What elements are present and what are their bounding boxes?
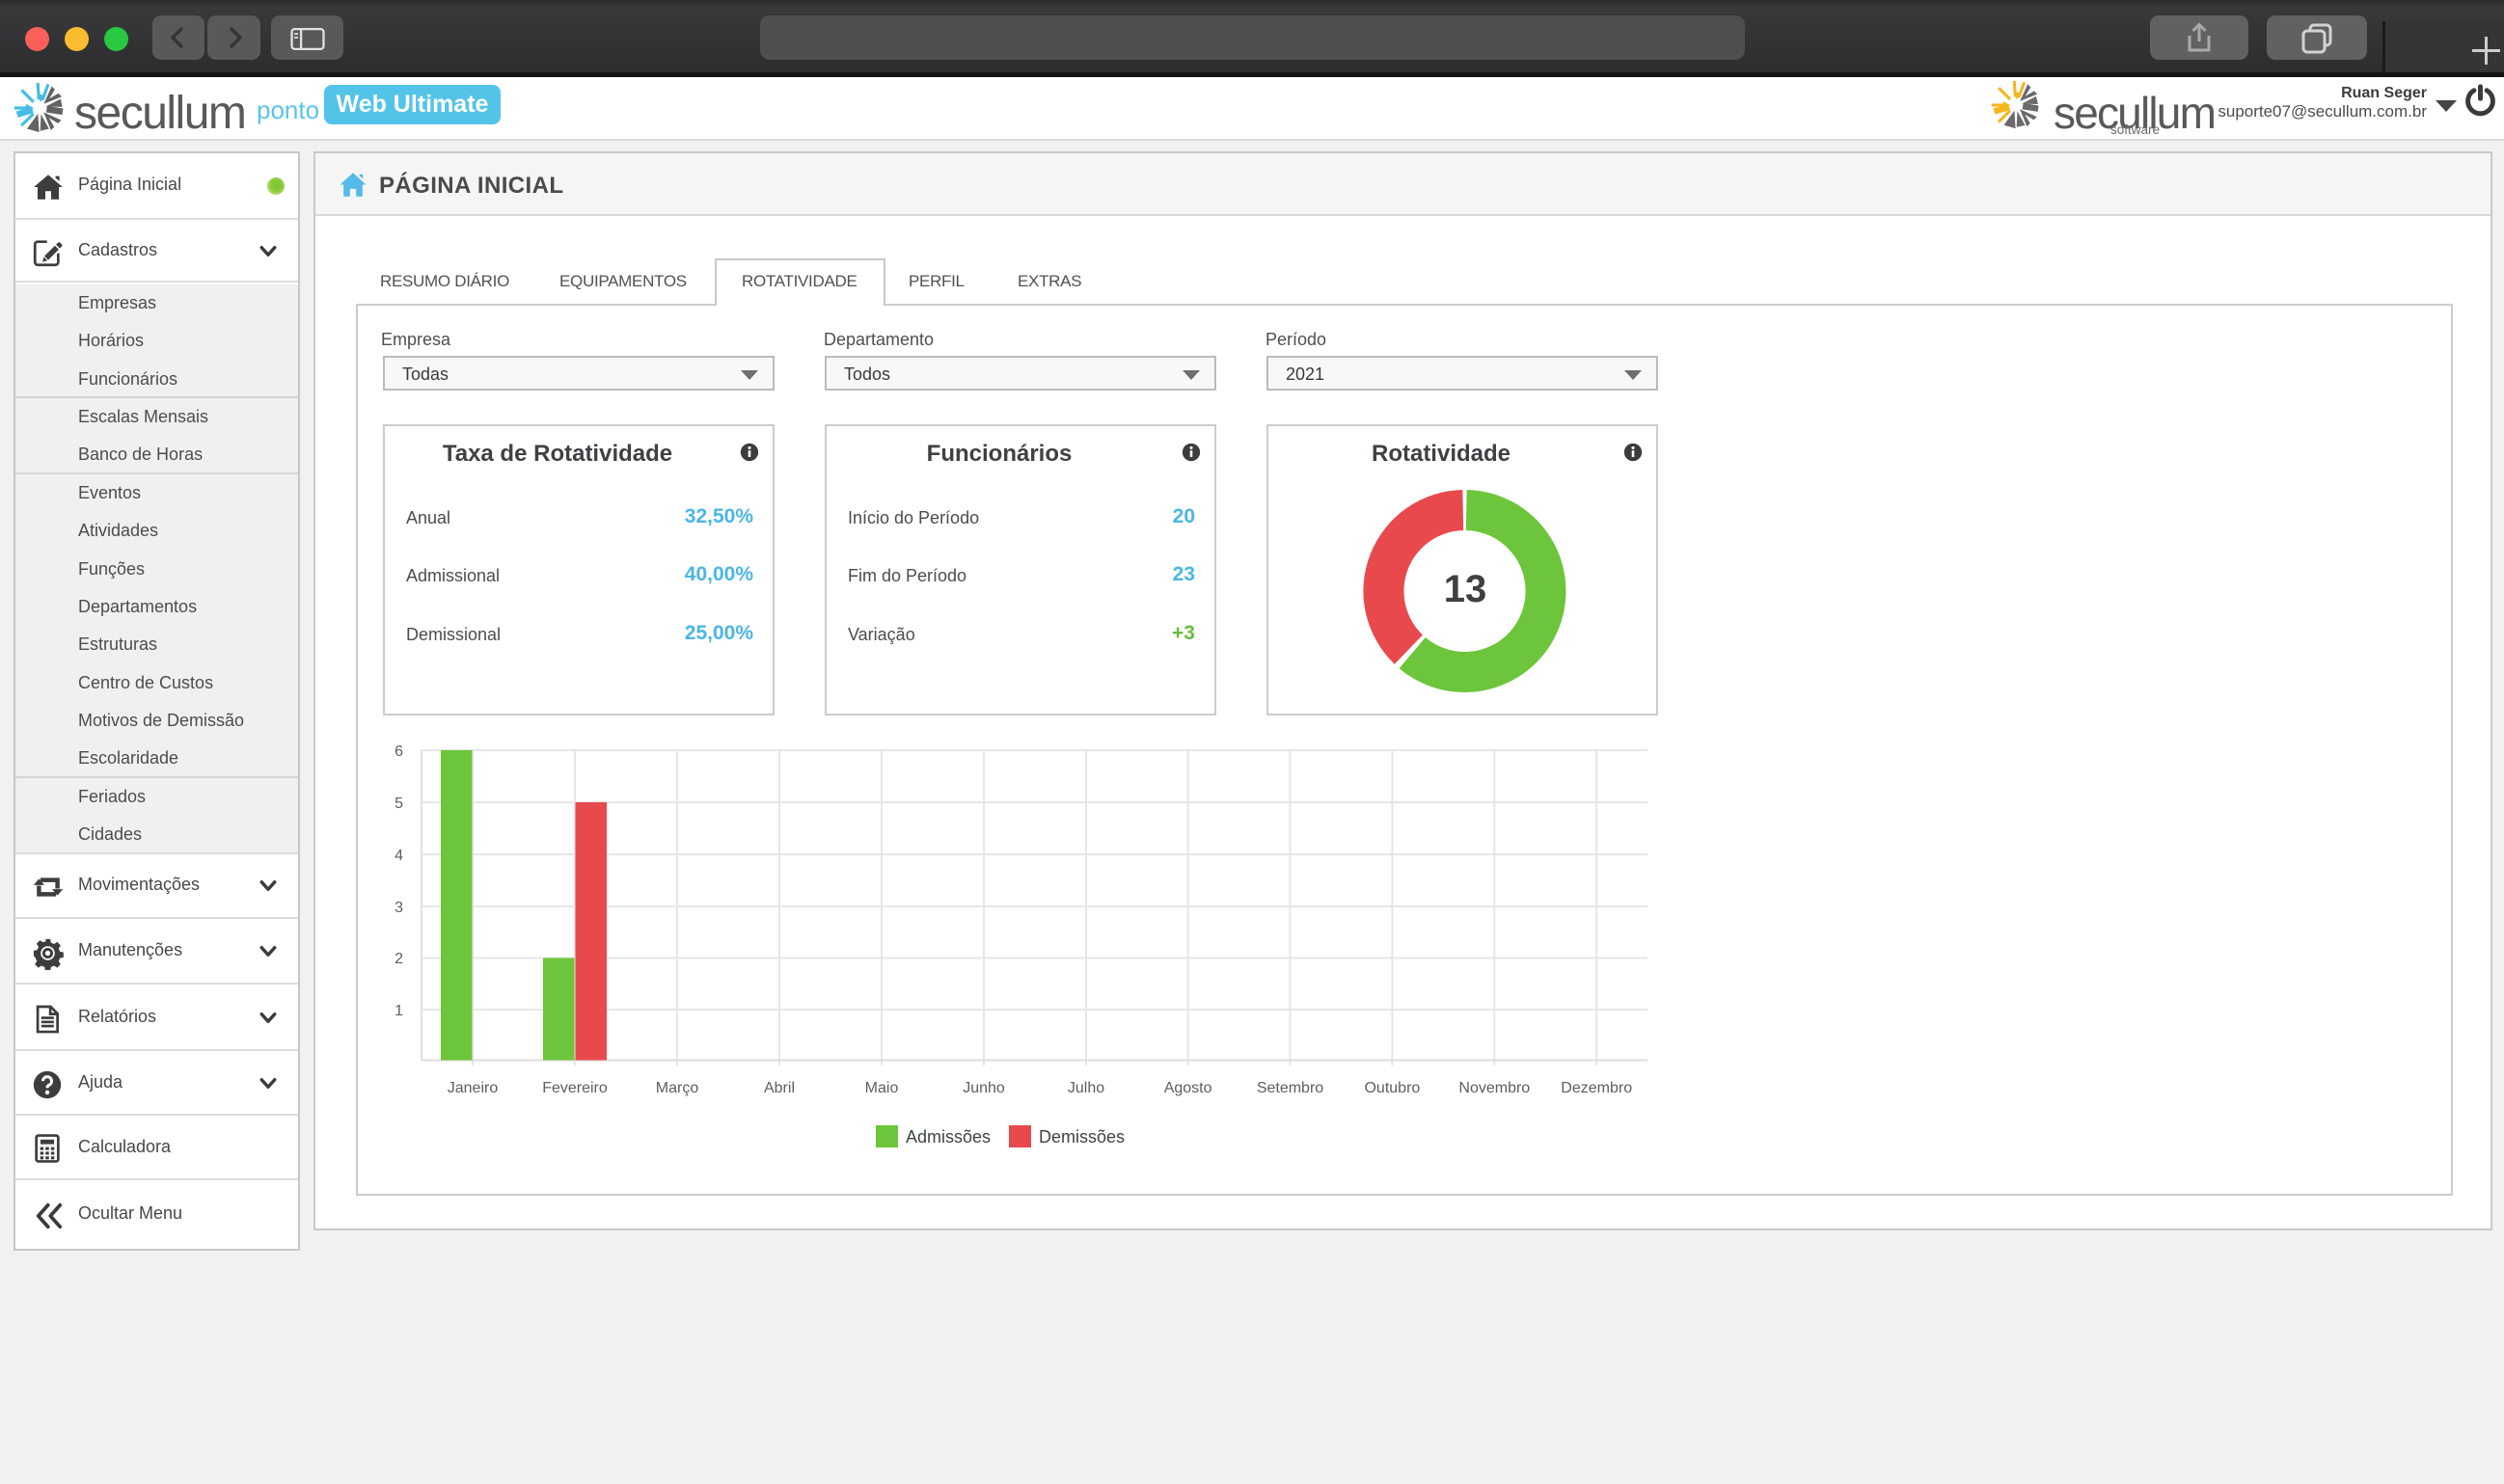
svg-text:Março: Março [656,1080,699,1096]
svg-text:Admissões: Admissões [906,1127,991,1147]
svg-text:Setembro: Setembro [1257,1080,1323,1096]
svg-text:1: 1 [395,1003,403,1019]
svg-text:Abril: Abril [764,1080,795,1096]
svg-text:Demissões: Demissões [1039,1127,1125,1147]
svg-text:Outubro: Outubro [1364,1080,1420,1096]
svg-text:Junho: Junho [963,1080,1005,1096]
svg-text:4: 4 [395,848,403,864]
svg-text:Fevereiro: Fevereiro [542,1080,608,1096]
svg-text:2: 2 [395,951,403,967]
svg-text:6: 6 [395,743,403,760]
svg-text:Janeiro: Janeiro [448,1080,499,1096]
svg-text:Agosto: Agosto [1164,1080,1212,1096]
svg-text:5: 5 [395,796,403,812]
svg-text:Dezembro: Dezembro [1561,1080,1632,1096]
svg-text:3: 3 [395,900,403,916]
svg-text:Maio: Maio [865,1080,899,1096]
svg-text:Julho: Julho [1068,1080,1104,1096]
svg-text:Novembro: Novembro [1458,1080,1530,1096]
